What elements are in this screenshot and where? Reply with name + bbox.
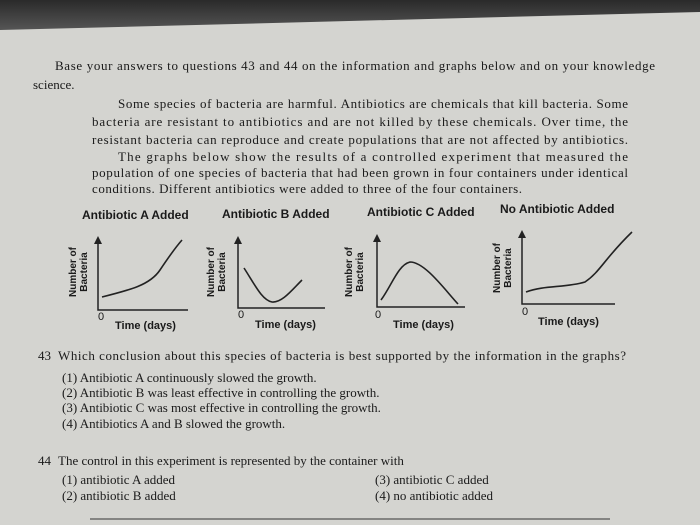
graph: Antibiotic A Added Number of Bacteria 0 …: [68, 208, 189, 332]
option: (2) antibiotic B added: [62, 488, 176, 503]
y-axis-label: Bacteria: [217, 252, 228, 292]
graph: Antibiotic B Added Number of Bacteria 0 …: [206, 207, 330, 331]
y-axis-label: Number of: [68, 246, 79, 297]
background-edge: [0, 0, 700, 30]
y-axis-label: Bacteria: [355, 252, 366, 292]
x-axis-label: Time (days): [538, 316, 599, 328]
option: (4) no antibiotic added: [375, 488, 494, 503]
curve: [101, 239, 183, 298]
option: (1) Antibiotic A continuously slowed the…: [62, 370, 317, 385]
graph-title: Antibiotic C Added: [367, 205, 475, 219]
arrow: [373, 234, 381, 242]
y-axis-label: Number of: [206, 246, 217, 297]
question-number: 43: [38, 348, 51, 363]
passage-line: population of one species of bacteria th…: [92, 165, 628, 180]
y-axis-label: Bacteria: [79, 252, 90, 292]
curve: [243, 267, 303, 303]
question-text: Which conclusion about this species of b…: [58, 348, 626, 363]
x-axis-label: Time (days): [115, 320, 176, 332]
origin-label: 0: [522, 306, 528, 318]
question-text: The control in this experiment is repres…: [58, 453, 404, 468]
axes: [521, 232, 615, 305]
option: (3) Antibiotic C was most effective in c…: [62, 400, 381, 415]
graph: No Antibiotic Added Number of Bacteria 0…: [492, 202, 633, 328]
passage-line: The graphs below show the results of a c…: [118, 149, 628, 164]
arrow: [518, 230, 526, 238]
question-number: 44: [38, 453, 52, 468]
graph-title: Antibiotic B Added: [222, 207, 330, 221]
curve: [525, 231, 633, 293]
curve: [380, 261, 459, 305]
passage-line: resistant bacteria can reproduce and cre…: [92, 132, 628, 147]
graph-title: Antibiotic A Added: [82, 208, 189, 222]
passage-line: bacteria are resistant to antibiotics an…: [92, 114, 628, 129]
origin-label: 0: [98, 311, 104, 323]
graph-title: No Antibiotic Added: [500, 202, 614, 216]
option: (3) antibiotic C added: [375, 472, 489, 487]
y-axis-label: Number of: [492, 242, 503, 293]
intro-line: Base your answers to questions 43 and 44…: [55, 58, 655, 73]
option: (4) Antibiotics A and B slowed the growt…: [62, 416, 285, 431]
origin-label: 0: [238, 309, 244, 321]
x-axis-label: Time (days): [255, 319, 316, 331]
graph: Antibiotic C Added Number of Bacteria 0 …: [344, 205, 475, 331]
passage-line: conditions. Different antibiotics were a…: [92, 181, 522, 196]
y-axis-label: Bacteria: [503, 248, 514, 288]
passage-line: Some species of bacteria are harmful. An…: [118, 96, 628, 111]
axes: [237, 238, 325, 309]
option: (2) Antibiotic B was least effective in …: [62, 385, 379, 400]
arrow: [234, 236, 242, 244]
axes: [376, 236, 465, 308]
origin-label: 0: [375, 309, 381, 321]
option: (1) antibiotic A added: [62, 472, 176, 487]
axes: [97, 238, 188, 311]
arrow: [94, 236, 102, 244]
y-axis-label: Number of: [344, 246, 355, 297]
intro-line: science.: [33, 77, 75, 92]
x-axis-label: Time (days): [393, 319, 454, 331]
